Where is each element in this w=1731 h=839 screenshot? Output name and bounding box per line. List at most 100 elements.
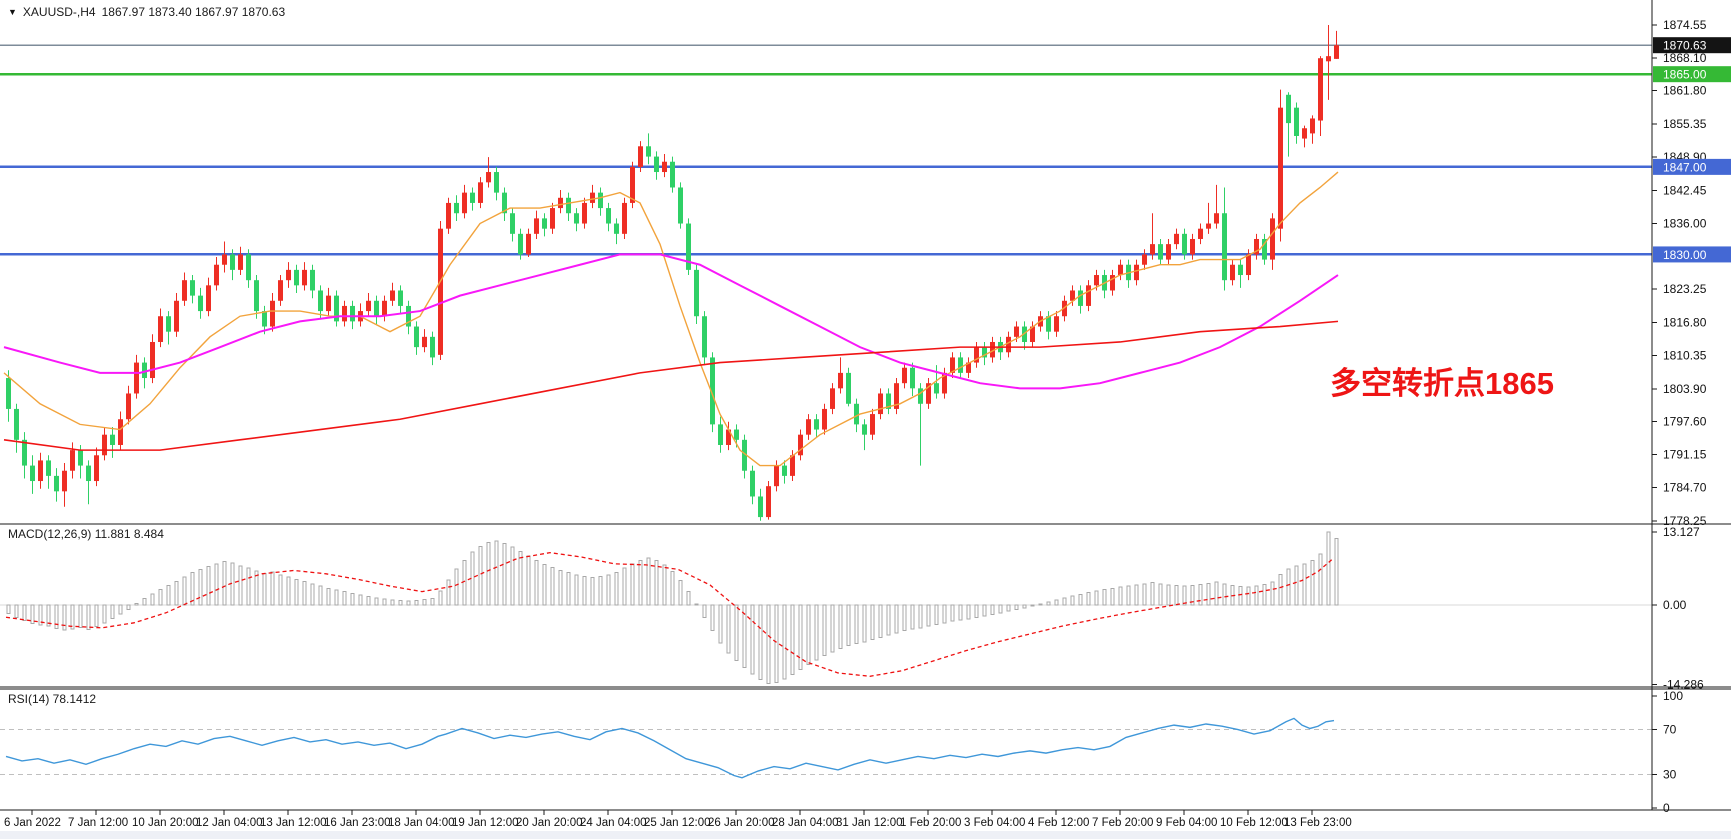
macd-histogram-bar [694,603,699,606]
candle-up [1310,118,1315,134]
macd-histogram-bar [622,567,627,606]
macd-histogram-bar [206,566,211,606]
macd-histogram-bar [78,604,83,628]
candle-up [1166,244,1171,260]
macd-histogram-bar [982,604,987,617]
time-tick-label: 6 Jan 2022 [4,817,61,829]
candle-down [934,383,939,394]
price-tick-label: 1861.80 [1663,84,1707,98]
time-tick-label: 20 Jan 20:00 [516,817,583,829]
candle-up [926,383,931,404]
rsi-indicator-label: RSI(14) 78.1412 [8,692,97,706]
candle-up [1174,233,1179,245]
macd-histogram-bar [286,576,291,606]
main-chart-plot[interactable] [0,25,1652,521]
annotation-text: 多空转折点1865 [1330,366,1554,401]
candle-down [78,450,83,466]
macd-histogram-bar [1182,585,1187,606]
candle-down [350,305,355,322]
price-badge-label: 1830.00 [1663,248,1707,262]
candle-down [414,326,419,348]
macd-histogram-bar [1214,581,1219,606]
candle-up [902,367,907,384]
macd-histogram-bar [1326,531,1331,606]
symbol-dropdown-icon[interactable]: ▼ [8,7,17,17]
time-tick-label: 3 Feb 04:00 [964,817,1025,829]
macd-histogram-bar [398,600,403,606]
macd-histogram-bar [230,562,235,606]
ma-mid-magenta [3,253,1339,390]
candle-down [782,465,787,476]
candle-down [982,347,987,358]
candle-up [270,300,275,327]
candle-up [1086,285,1091,306]
macd-histogram-bar [870,604,875,641]
candle-up [1134,264,1139,281]
candle-up [222,254,227,265]
macd-histogram-bar [1022,604,1027,609]
candle-up [382,300,387,317]
macd-histogram-bar [1254,585,1259,606]
candle-down [598,192,603,209]
candle-down [1238,264,1243,276]
candle-down [518,233,523,255]
macd-histogram-bar [574,574,579,606]
time-tick-label: 1 Feb 20:00 [900,817,961,829]
candle-up [790,455,795,476]
macd-histogram-bar [270,571,275,606]
candle-up [1334,45,1339,59]
price-tick-label: 1797.60 [1663,414,1707,428]
macd-histogram-bar [126,604,131,610]
candle-up [590,192,595,203]
macd-axis-label: -14.286 [1663,678,1704,692]
rsi-axis-label: 30 [1663,767,1677,781]
candle-down [958,357,963,373]
rsi-plot[interactable] [0,717,1652,779]
macd-plot[interactable] [0,531,1652,685]
macd-histogram-bar [390,599,395,606]
macd-histogram-bar [862,604,867,643]
macd-histogram-bar [742,604,747,668]
macd-histogram-bar [590,577,595,606]
macd-histogram-bar [1070,595,1075,606]
macd-histogram-bar [382,598,387,606]
time-tick-label: 10 Jan 20:00 [132,817,199,829]
candle-down [494,172,499,193]
macd-histogram-bar [214,563,219,606]
panel-borders [0,523,1731,811]
time-tick-label: 28 Jan 04:00 [772,817,839,829]
macd-histogram-bar [262,572,267,606]
candle-up [1270,218,1275,260]
candle-up [1142,254,1147,265]
candle-up [950,357,955,373]
candle-down [198,295,203,312]
macd-histogram-bar [1222,583,1227,606]
macd-histogram-bar [926,604,931,627]
candle-up [1054,316,1059,332]
macd-histogram-bar [254,570,259,606]
price-axis[interactable]: 1874.551868.101861.801855.351848.901842.… [1651,0,1731,815]
candle-up [838,372,843,389]
macd-histogram-bar [838,604,843,649]
macd-histogram-bar [54,604,59,629]
candle-down [646,146,651,157]
price-badge-label: 1847.00 [1663,160,1707,174]
candle-down [542,218,547,229]
candle-up [1246,254,1251,276]
candle-up [238,254,243,270]
macd-histogram-bar [558,569,563,606]
candle-up [1214,213,1219,224]
macd-histogram-bar [46,604,51,627]
macd-histogram-bar [446,579,451,606]
macd-histogram-bar [878,604,883,638]
candle-up [526,233,531,255]
symbol-header[interactable]: ▼ XAUUSD-,H4 1867.97 1873.40 1867.97 187… [8,5,285,19]
macd-histogram-bar [1030,604,1035,607]
macd-histogram-bar [934,604,939,625]
macd-histogram-bar [502,543,507,606]
macd-histogram-bar [486,542,491,606]
candle-down [1078,290,1083,306]
macd-histogram-bar [238,565,243,606]
candle-down [166,316,171,332]
